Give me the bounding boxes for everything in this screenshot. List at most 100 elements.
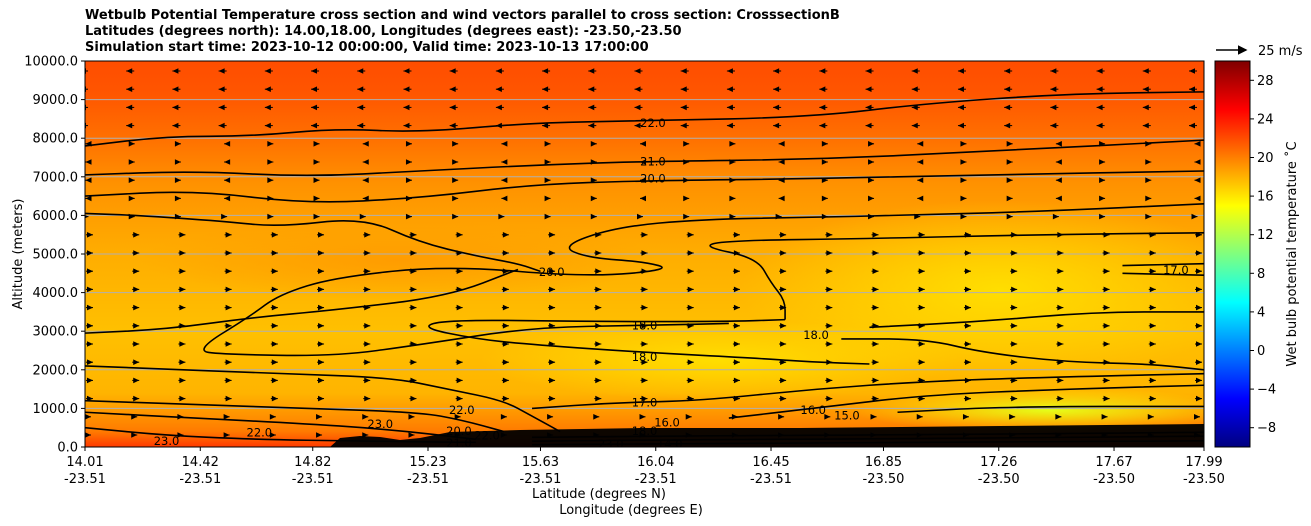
contour-line bbox=[841, 338, 1204, 371]
wind-vector bbox=[729, 141, 736, 147]
contour-label: 22.0 bbox=[449, 403, 475, 417]
contour-line bbox=[897, 405, 1204, 414]
x-tick-label-lon: -23.51 bbox=[64, 472, 106, 487]
contour-label: 17.0 bbox=[632, 396, 658, 410]
contour-label: 21.0 bbox=[446, 436, 472, 450]
y-tick-label: 2000.0 bbox=[33, 363, 79, 378]
wind-vector bbox=[85, 177, 92, 183]
colorbar-fill bbox=[1214, 60, 1251, 448]
contour-label: 20.0 bbox=[640, 171, 666, 185]
wind-vector bbox=[1052, 213, 1059, 220]
wind-vector bbox=[1006, 195, 1013, 202]
wind-vector bbox=[313, 159, 320, 165]
x-tick-label-lat: 15.23 bbox=[409, 455, 446, 470]
contour-line bbox=[203, 203, 1204, 357]
wind-vector bbox=[224, 195, 231, 202]
wind-vector bbox=[362, 195, 369, 202]
contour-label: 22.0 bbox=[474, 428, 500, 442]
wind-vector bbox=[1194, 159, 1201, 165]
y-tick-label: 4000.0 bbox=[33, 286, 79, 301]
wind-vector bbox=[405, 159, 412, 165]
wind-vector bbox=[174, 177, 181, 183]
chart-title: Wetbulb Potential Temperature cross sect… bbox=[85, 8, 840, 56]
wind-vector bbox=[778, 141, 785, 147]
wind-vector bbox=[1194, 177, 1201, 183]
colorbar-tick-label: 28 bbox=[1257, 74, 1274, 89]
wind-vector bbox=[174, 159, 181, 165]
contour-label: 21.0 bbox=[640, 154, 666, 168]
quiver-key-label: 25 m/s bbox=[1258, 44, 1303, 59]
wind-vector bbox=[224, 141, 231, 147]
wind-vector bbox=[590, 177, 597, 183]
wind-vector bbox=[362, 141, 369, 147]
contour-line bbox=[85, 212, 541, 273]
wind-vector bbox=[683, 141, 690, 147]
wind-vector bbox=[1145, 195, 1152, 202]
wind-vector bbox=[960, 159, 967, 165]
x-tick-label-lon: -23.51 bbox=[179, 472, 221, 487]
wind-vector bbox=[128, 159, 135, 165]
wind-vector bbox=[544, 177, 551, 183]
wind-vector bbox=[313, 213, 320, 220]
wind-vector bbox=[128, 141, 135, 147]
contour-label: 16.0 bbox=[800, 403, 826, 417]
contour-label: 15.0 bbox=[834, 409, 860, 423]
wind-vector bbox=[917, 177, 924, 183]
wind-vector bbox=[1055, 195, 1062, 202]
colorbar-tick-label: 20 bbox=[1257, 151, 1274, 166]
contour-line bbox=[85, 170, 1204, 203]
contour-label: 18.0 bbox=[632, 318, 658, 332]
wind-vector bbox=[452, 141, 459, 147]
y-tick-label: 3000.0 bbox=[33, 325, 79, 340]
wind-vector bbox=[224, 159, 231, 165]
horizontal-gridlines bbox=[85, 99, 1204, 409]
y-tick-label: 1000.0 bbox=[33, 402, 79, 417]
wind-vector bbox=[868, 195, 875, 202]
wind-vector bbox=[501, 141, 508, 147]
y-axis-label: Altitude (meters) bbox=[11, 199, 26, 310]
x-tick-label-lat: 15.63 bbox=[522, 455, 559, 470]
wind-vector bbox=[917, 159, 924, 165]
wind-vector bbox=[960, 141, 967, 147]
contour-label: 20.0 bbox=[539, 265, 565, 279]
wind-vector bbox=[544, 195, 551, 202]
contour-line bbox=[85, 365, 561, 433]
green-patch-low bbox=[850, 388, 1204, 432]
wind-vector bbox=[1191, 213, 1198, 220]
wind-vector bbox=[452, 213, 459, 220]
x-axis-label-lat: Latitude (degrees N) bbox=[532, 487, 666, 502]
contour-label: 20.0 bbox=[446, 424, 472, 438]
wind-vector bbox=[221, 213, 228, 220]
x-tick-label-lon: -23.51 bbox=[750, 472, 792, 487]
contour-labels: 22.021.020.020.018.018.017.018.017.016.0… bbox=[154, 116, 1189, 450]
wind-vector bbox=[640, 141, 646, 147]
wind-vector bbox=[501, 195, 508, 202]
wind-vector bbox=[821, 195, 828, 202]
wind-vector bbox=[1006, 159, 1013, 165]
wind-vector bbox=[1099, 159, 1106, 165]
y-tick-label: 10000.0 bbox=[24, 55, 78, 70]
contour-label: 18.0 bbox=[803, 328, 829, 342]
wind-vector bbox=[590, 195, 597, 202]
wind-vector bbox=[85, 195, 92, 202]
contour-label: 22.0 bbox=[640, 116, 666, 130]
wind-vector bbox=[224, 177, 231, 183]
wind-vector bbox=[501, 159, 508, 165]
wind-vector bbox=[778, 195, 785, 202]
cool-patch-center bbox=[480, 320, 960, 400]
x-axis: 14.01 -23.51 14.42 -23.51 14.82 -23.51 15.23 -2… bbox=[64, 447, 1225, 487]
contour-line bbox=[1122, 272, 1204, 277]
contour-line bbox=[1122, 262, 1204, 267]
colorbar-tick-label: 16 bbox=[1257, 190, 1274, 205]
contour-line bbox=[531, 372, 1204, 410]
wind-vector bbox=[917, 141, 924, 147]
x-tick-label-lon: -23.50 bbox=[978, 472, 1020, 487]
wind-vector bbox=[960, 213, 967, 220]
y-tick-label: 9000.0 bbox=[33, 93, 79, 108]
wind-vector bbox=[313, 195, 320, 202]
wind-vector bbox=[821, 159, 828, 165]
wind-vector bbox=[590, 213, 597, 220]
wind-vector bbox=[128, 177, 135, 183]
wind-vector bbox=[729, 195, 736, 202]
wind-vector bbox=[501, 177, 508, 183]
